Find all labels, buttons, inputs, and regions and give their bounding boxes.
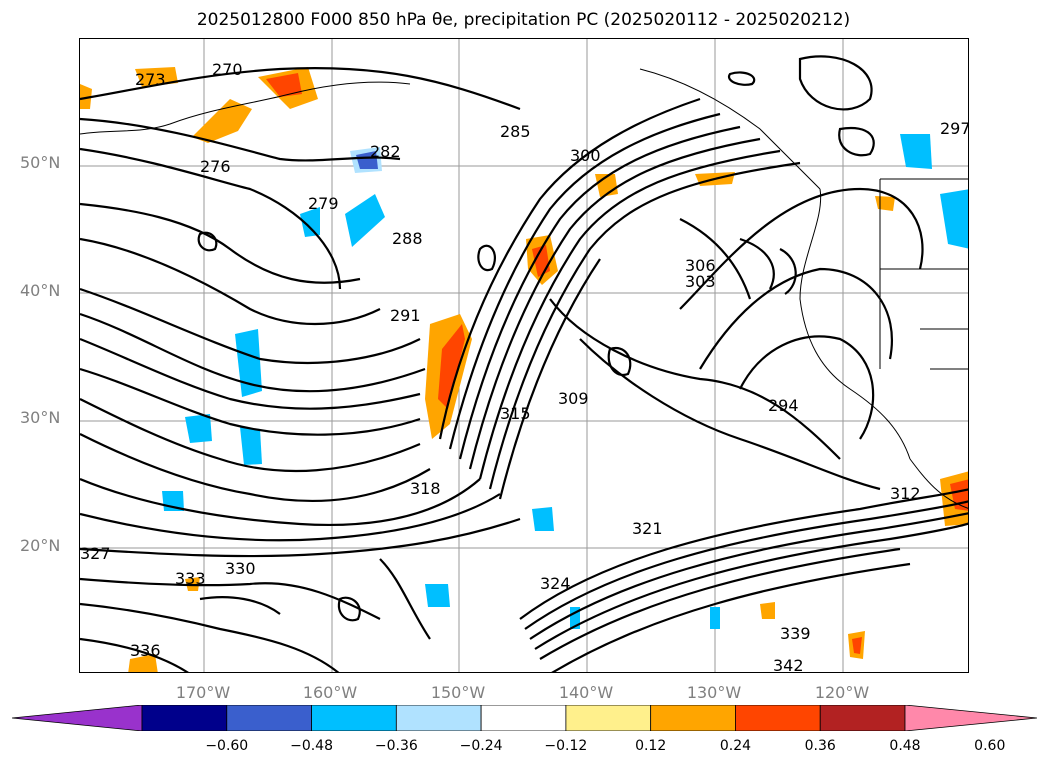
contour-label-321: 321 <box>632 519 663 538</box>
colorbar-segment <box>650 704 736 732</box>
coastlines <box>80 68 968 509</box>
contour-label-336: 336 <box>130 641 161 660</box>
lat-label-50n: 50°N <box>20 153 61 172</box>
contour-label-279: 279 <box>308 194 339 213</box>
contour-label-339: 339 <box>780 624 811 643</box>
colorbar-tick-label: −0.24 <box>459 738 503 754</box>
contour-label-327: 327 <box>80 544 111 563</box>
lon-label-120w: 120°W <box>814 683 870 702</box>
lat-label-40n: 40°N <box>20 281 61 300</box>
map-plot: 270 273 276 279 282 285 288 291 294 297 … <box>80 39 969 673</box>
theta-e-contours <box>80 55 968 672</box>
contour-label-288: 288 <box>392 229 423 248</box>
contour-label-342: 342 <box>773 656 804 673</box>
contour-label-309: 309 <box>558 389 589 408</box>
map-panel: 270 273 276 279 282 285 288 291 294 297 … <box>79 38 969 673</box>
colorbar-tick-label: −0.60 <box>205 738 249 754</box>
colorbar-extend-low <box>11 704 143 732</box>
colorbar <box>11 704 1038 735</box>
graticule <box>80 39 968 672</box>
lon-label-140w: 140°W <box>558 683 614 702</box>
colorbar-tick-label: −0.12 <box>544 738 588 754</box>
contour-label-270: 270 <box>212 60 243 79</box>
colorbar-tick-label: −0.48 <box>290 738 333 754</box>
contour-label-282: 282 <box>370 142 401 161</box>
colorbar-tick-label: 0.12 <box>635 738 667 754</box>
precip-shading <box>80 67 968 672</box>
contour-label-315: 315 <box>500 404 531 423</box>
contour-label-300: 300 <box>570 146 601 165</box>
contour-label-291: 291 <box>390 306 421 325</box>
colorbar-tick-label: 0.24 <box>719 738 752 754</box>
colorbar-tick-label: −0.36 <box>374 738 418 754</box>
colorbar-tick-label: 0.48 <box>889 738 921 754</box>
colorbar-tick-label: 0.60 <box>974 738 1006 754</box>
contour-label-330: 330 <box>225 559 256 578</box>
colorbar-segment <box>819 704 906 732</box>
contour-labels: 270 273 276 279 282 285 288 291 294 297 … <box>80 60 969 673</box>
lon-label-150w: 150°W <box>430 683 486 702</box>
colorbar-tick-label: 0.36 <box>804 738 836 754</box>
contour-label-297: 297 <box>940 119 969 138</box>
contour-label-285: 285 <box>500 122 531 141</box>
colorbar-segment <box>565 704 652 732</box>
lat-label-30n: 30°N <box>20 408 61 427</box>
contour-label-303: 303 <box>685 272 716 291</box>
colorbar-extend-high <box>904 704 1038 732</box>
contour-label-306: 306 <box>685 256 716 275</box>
contour-label-276: 276 <box>200 157 231 176</box>
contour-label-324: 324 <box>540 574 571 593</box>
lon-label-170w: 170°W <box>175 683 231 702</box>
contour-label-273: 273 <box>135 70 166 89</box>
contour-label-312: 312 <box>890 484 921 503</box>
lon-label-160w: 160°W <box>302 683 358 702</box>
colorbar-segment <box>480 704 567 732</box>
contour-label-318: 318 <box>410 479 441 498</box>
colorbar-segment <box>226 704 312 732</box>
contour-label-333: 333 <box>175 569 206 588</box>
colorbar-segment <box>141 704 228 732</box>
lat-label-20n: 20°N <box>20 536 61 555</box>
lon-label-130w: 130°W <box>686 683 742 702</box>
chart-title: 2025012800 F000 850 hPa θe, precipitatio… <box>196 10 851 30</box>
colorbar-segment <box>311 704 397 732</box>
colorbar-segment <box>735 704 821 732</box>
colorbar-segment <box>395 704 482 732</box>
contour-label-294: 294 <box>768 396 799 415</box>
